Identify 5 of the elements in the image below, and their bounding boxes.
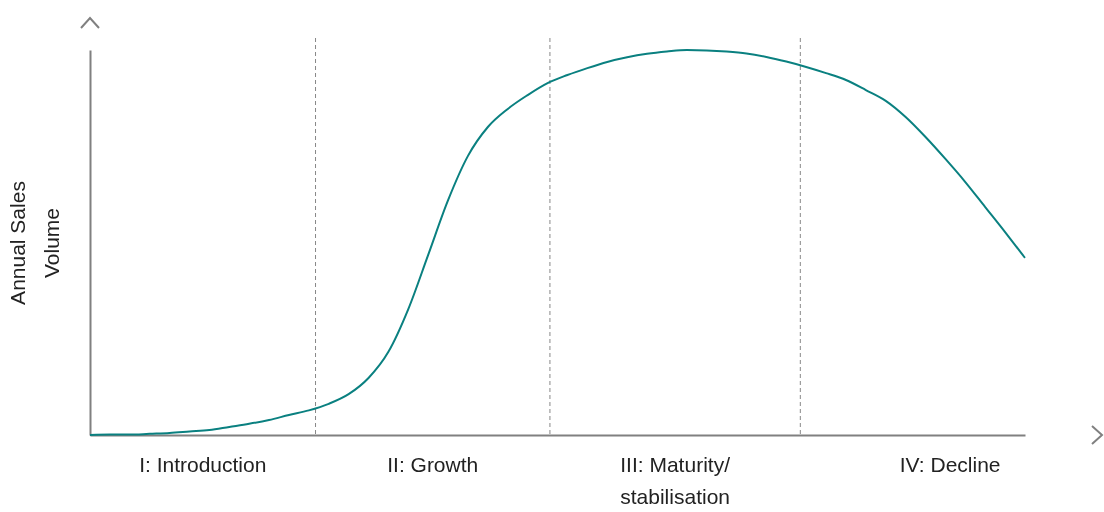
y-axis-title: Annual Sales Volume bbox=[5, 181, 63, 305]
text: III: Maturity/ stabilisation bbox=[620, 453, 731, 508]
text: IV: Decline bbox=[899, 453, 1001, 476]
text: I: Introduction bbox=[139, 453, 267, 476]
text: II: Growth bbox=[387, 453, 479, 476]
